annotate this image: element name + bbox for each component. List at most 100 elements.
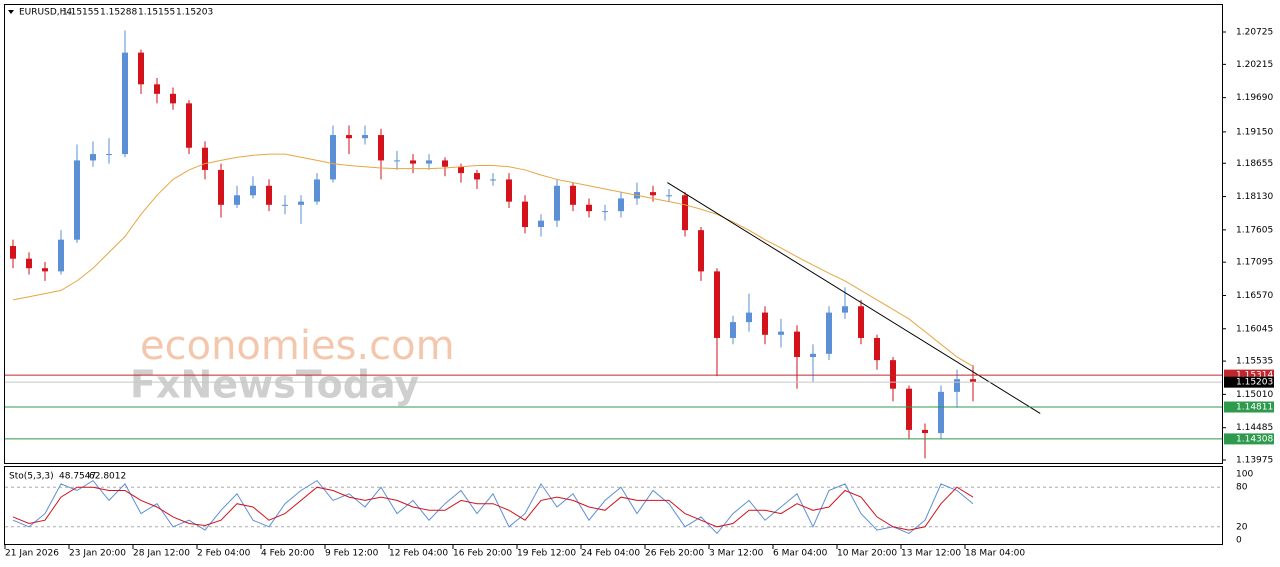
y-tick-label: 1.14485 xyxy=(1236,423,1273,433)
candle-body xyxy=(10,246,16,259)
indicator-tick-label: 80 xyxy=(1236,483,1248,493)
candle-body xyxy=(74,160,80,240)
header-value: 1.15203 xyxy=(176,8,213,18)
level-label: 1.15314 xyxy=(1236,371,1273,381)
candle-body xyxy=(570,185,576,205)
candle-body xyxy=(138,52,144,85)
level-label: 1.14811 xyxy=(1236,403,1273,413)
x-tick-label: 21 Jan 2026 xyxy=(5,549,59,559)
candle-body xyxy=(26,258,32,269)
x-tick-label: 2 Feb 04:00 xyxy=(197,549,251,559)
y-tick-label: 1.15010 xyxy=(1236,390,1273,400)
x-tick-label: 13 Mar 12:00 xyxy=(901,549,961,559)
candle-body xyxy=(730,322,736,338)
candle-body xyxy=(762,312,768,335)
x-tick-label: 4 Feb 20:00 xyxy=(261,549,315,559)
candle-body xyxy=(778,331,784,335)
x-tick-label: 18 Mar 04:00 xyxy=(965,549,1025,559)
candle-body xyxy=(538,220,544,227)
candle-body xyxy=(682,195,688,231)
indicator-tick-label: 0 xyxy=(1236,536,1242,546)
x-tick-label: 9 Feb 12:00 xyxy=(325,549,379,559)
candle-body xyxy=(298,201,304,205)
level-label-box xyxy=(1224,433,1274,445)
indicator-value: 62.8012 xyxy=(89,472,126,482)
level-label-box xyxy=(1224,376,1274,388)
symbol: EURUSD,H4 xyxy=(19,8,72,18)
x-tick-label: 16 Feb 20:00 xyxy=(453,549,512,559)
candle-body xyxy=(522,201,528,227)
level-label: 1.15203 xyxy=(1236,378,1273,388)
candle-body xyxy=(330,135,336,180)
y-tick-label: 1.16045 xyxy=(1236,324,1273,334)
candle-body xyxy=(58,239,64,272)
y-tick-label: 1.18655 xyxy=(1236,159,1273,169)
candle-body xyxy=(250,185,256,196)
candle-body xyxy=(666,195,672,197)
candle-body xyxy=(410,160,416,164)
candle-body xyxy=(346,135,352,139)
candle-body xyxy=(282,204,288,206)
candle-body xyxy=(714,271,720,338)
candle-body xyxy=(970,379,976,383)
candle-body xyxy=(186,103,192,148)
candle-body xyxy=(122,52,128,155)
candle-body xyxy=(234,195,240,205)
stochastic-line xyxy=(12,479,974,535)
candle-body xyxy=(698,230,704,272)
x-tick-label: 19 Feb 12:00 xyxy=(517,549,576,559)
main-panel xyxy=(4,4,1223,464)
watermark: economies.com xyxy=(140,323,455,369)
candle-body xyxy=(442,160,448,167)
candle-body xyxy=(554,185,560,221)
candle-body xyxy=(746,312,752,323)
candle-body xyxy=(650,192,656,196)
menu-arrow[interactable] xyxy=(8,10,14,14)
indicator-panel xyxy=(4,466,1223,545)
candle-body xyxy=(874,337,880,361)
candle-body xyxy=(858,306,864,338)
candle-body xyxy=(458,166,464,174)
candle-body xyxy=(922,429,928,434)
candle-body xyxy=(90,154,96,161)
y-tick-label: 1.19690 xyxy=(1236,93,1273,103)
y-tick-label: 1.17605 xyxy=(1236,225,1273,235)
watermark: FxNewsToday xyxy=(130,363,419,407)
y-tick-label: 1.20725 xyxy=(1236,28,1273,38)
candle-body xyxy=(106,154,112,156)
y-tick-label: 1.19150 xyxy=(1236,127,1273,137)
x-tick-label: 28 Jan 12:00 xyxy=(133,549,190,559)
x-tick-label: 3 Mar 12:00 xyxy=(709,549,764,559)
candle-body xyxy=(842,306,848,313)
x-tick-label: 6 Mar 04:00 xyxy=(773,549,828,559)
candle-body xyxy=(362,135,368,139)
level-label-box xyxy=(1224,401,1274,413)
indicator-name: Sto(5,3,3) xyxy=(9,472,54,482)
candle-body xyxy=(394,160,400,162)
candle-body xyxy=(154,84,160,94)
candle-body xyxy=(218,169,224,205)
candle-body xyxy=(810,353,816,357)
candle-body xyxy=(426,160,432,164)
candle-body xyxy=(42,268,48,272)
y-tick-label: 1.17095 xyxy=(1236,258,1273,268)
indicator-tick-label: 100 xyxy=(1236,470,1253,480)
indicator-value: 48.7547 xyxy=(59,472,96,482)
candle-body xyxy=(826,312,832,354)
header-value: 1.15155 xyxy=(138,8,175,18)
candle-body xyxy=(906,388,912,430)
y-tick-label: 1.18130 xyxy=(1236,192,1273,202)
candle-body xyxy=(314,179,320,202)
x-tick-label: 10 Mar 20:00 xyxy=(837,549,897,559)
y-tick-label: 1.16570 xyxy=(1236,291,1273,301)
indicator-tick-label: 20 xyxy=(1236,522,1248,532)
candle-body xyxy=(794,331,800,357)
x-tick-label: 12 Feb 04:00 xyxy=(389,549,448,559)
y-tick-label: 1.20215 xyxy=(1236,60,1273,70)
moving-average xyxy=(12,153,974,367)
candle-body xyxy=(474,173,480,180)
candle-body xyxy=(954,379,960,392)
candle-body xyxy=(378,135,384,161)
